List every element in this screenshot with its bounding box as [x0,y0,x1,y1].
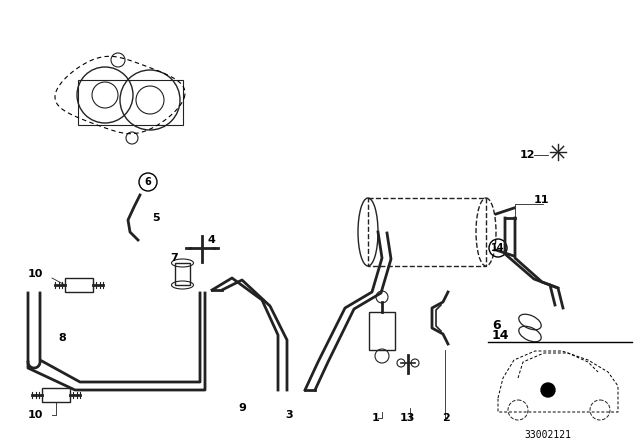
Text: 33002121: 33002121 [525,430,572,440]
Text: 6: 6 [492,319,500,332]
Text: 11: 11 [534,195,550,205]
Text: 13: 13 [400,413,415,423]
Text: 10: 10 [28,410,44,420]
Text: 1: 1 [372,413,380,423]
Text: 8: 8 [58,333,66,343]
Text: 4: 4 [208,235,216,245]
Text: 12: 12 [520,150,536,160]
Text: 5: 5 [152,213,159,223]
Text: 6: 6 [145,177,152,187]
Text: 10: 10 [28,269,44,279]
Text: 3: 3 [285,410,292,420]
Text: 2: 2 [442,413,450,423]
Circle shape [541,383,555,397]
Text: 9: 9 [238,403,246,413]
Text: 14: 14 [492,328,509,341]
Text: 14: 14 [492,243,505,253]
Text: 7: 7 [170,253,178,263]
